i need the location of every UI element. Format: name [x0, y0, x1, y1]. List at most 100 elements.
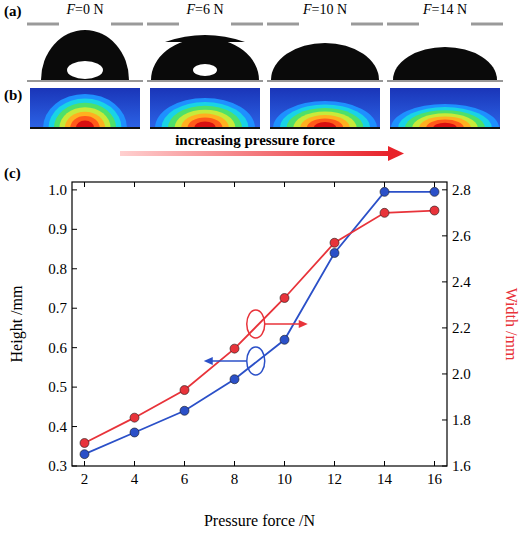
droplet [41, 30, 129, 80]
plate [387, 23, 419, 26]
x-tick [184, 461, 185, 466]
x-tick-top [384, 182, 385, 187]
substrate [387, 81, 503, 82]
sim-bg [390, 88, 500, 128]
axis-indicator-arrowhead [204, 357, 213, 365]
plate [147, 23, 179, 26]
panel-label: (b) [4, 87, 22, 104]
axis-indicator [247, 310, 265, 338]
contour [426, 120, 464, 128]
figure: (a)F=0 NF=6 NF=10 NF=14 N(b)increasing p… [0, 0, 519, 538]
axis-indicator [247, 347, 265, 375]
caption-part: F [185, 2, 195, 17]
panel-caption: F=14 N [422, 2, 467, 17]
y2-tick [442, 281, 447, 282]
contour [181, 114, 229, 128]
x-tick [84, 461, 85, 466]
substrate [30, 127, 140, 129]
y-tick-label: 0.7 [48, 300, 67, 316]
y2-tick [442, 235, 447, 236]
y-tick [72, 189, 77, 190]
plate [231, 23, 263, 26]
y2-tick [442, 419, 447, 420]
series-point [280, 335, 289, 344]
substrate [147, 81, 263, 82]
substrate [390, 127, 500, 129]
x-tick-label: 2 [81, 471, 89, 487]
plate [111, 23, 143, 26]
y-tick-label: 0.9 [48, 221, 67, 237]
x-tick-label: 10 [277, 471, 292, 487]
y-tick [72, 347, 77, 348]
y-tick [72, 387, 77, 388]
axis-indicator-arrowhead [299, 320, 308, 328]
y2-tick-label: 1.6 [452, 458, 471, 474]
contour [48, 98, 121, 128]
plate [351, 23, 383, 26]
droplet [271, 43, 379, 80]
plot-frame [72, 182, 447, 466]
arrow-shaft [120, 151, 390, 156]
x-tick-label: 12 [327, 471, 342, 487]
y2-tick [442, 466, 447, 467]
contour [398, 107, 492, 128]
substrate [267, 81, 383, 82]
contour [162, 102, 249, 128]
series-point [430, 206, 439, 215]
x-tick [334, 461, 335, 466]
series-point [230, 375, 239, 384]
contour [168, 106, 242, 128]
contour [59, 107, 110, 128]
panel-caption: F=6 N [185, 2, 223, 17]
series-point [130, 413, 139, 422]
highlight [193, 64, 217, 76]
contour [307, 119, 343, 128]
x-tick-top [334, 182, 335, 187]
x-tick [284, 461, 285, 466]
x-tick-label: 8 [231, 471, 239, 487]
contour [188, 118, 223, 129]
contour [287, 108, 364, 128]
contour [76, 121, 94, 128]
y2-tick-label: 2.4 [452, 274, 471, 290]
axis-indicator-arrow [211, 360, 247, 362]
x-tick-top [434, 182, 435, 187]
series-point [330, 249, 339, 258]
substrate [270, 127, 380, 129]
caption-part: F [302, 2, 312, 17]
caption-part: F [65, 2, 75, 17]
sim-bg [270, 88, 380, 128]
y2-tick [442, 373, 447, 374]
y-tick-label: 0.3 [48, 458, 67, 474]
contour [412, 113, 478, 128]
panel-caption: F=0 N [65, 2, 103, 17]
panel-label: (a) [4, 3, 22, 20]
y-tick [72, 229, 77, 230]
y-tick-label: 0.6 [48, 340, 67, 356]
caption-part: =6 N [195, 2, 224, 17]
sim-bg [30, 88, 140, 128]
x-tick-top [234, 182, 235, 187]
y2-tick-label: 2.8 [452, 182, 471, 198]
y2-tick-label: 2.6 [452, 228, 471, 244]
x-tick-top [184, 182, 185, 187]
y2-tick-label: 1.8 [452, 412, 471, 428]
plate [27, 23, 59, 26]
plate [471, 23, 503, 26]
x-tick-label: 16 [427, 471, 443, 487]
y2-axis-title: Width /mm [503, 288, 519, 361]
droplet [151, 38, 259, 80]
panel-caption: F=10 N [302, 2, 347, 17]
x-tick [234, 461, 235, 466]
series-point [430, 187, 439, 196]
x-tick-top [84, 182, 85, 187]
contour [300, 115, 350, 128]
contour [155, 98, 255, 128]
plate [267, 23, 299, 26]
contour [391, 104, 499, 128]
series-line [85, 192, 435, 454]
highlight [67, 61, 103, 79]
series-point [280, 293, 289, 302]
contour [273, 101, 377, 128]
x-tick [134, 461, 135, 466]
